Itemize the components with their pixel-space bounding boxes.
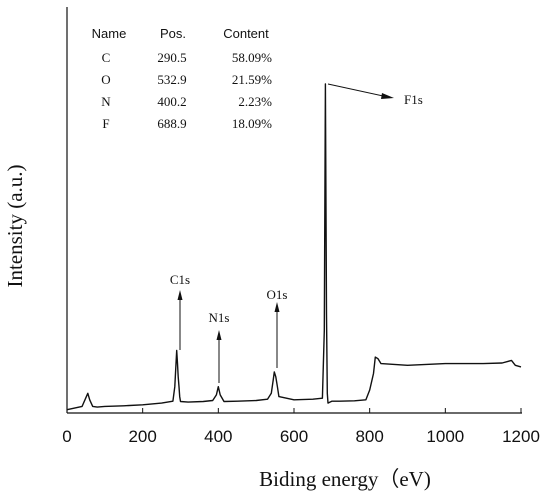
table-cell: 290.5	[157, 50, 186, 65]
f1s-label: F1s	[404, 92, 423, 107]
annotation-o1s: O1s	[267, 287, 288, 368]
table-cell: 21.59%	[232, 72, 272, 87]
o1s-label: O1s	[267, 287, 288, 302]
o1s-arrowhead	[274, 302, 280, 312]
spectrum-line	[66, 83, 522, 411]
x-tick-label: 200	[128, 427, 156, 446]
c1s-label: C1s	[170, 272, 190, 287]
table-cell: C	[102, 50, 111, 65]
table-header-pos: Pos.	[160, 26, 186, 41]
table-cell: 532.9	[157, 72, 186, 87]
x-tick-label: 800	[355, 427, 383, 446]
table-cell: F	[102, 116, 109, 131]
composition-table: Name Pos. Content C 290.5 58.09% O 532.9…	[92, 26, 273, 131]
x-tick-label: 1200	[502, 427, 540, 446]
table-cell: 18.09%	[232, 116, 272, 131]
annotation-f1s: F1s	[327, 83, 423, 107]
annotation-c1s: C1s	[170, 272, 190, 350]
x-tick-label: 600	[280, 427, 308, 446]
table-header-content: Content	[223, 26, 269, 41]
table-cell: 58.09%	[232, 50, 272, 65]
y-axis-title: Intensity (a.u.)	[3, 164, 27, 287]
table-cell: 688.9	[157, 116, 186, 131]
n1s-arrowhead	[216, 330, 222, 340]
x-tick-label: 400	[204, 427, 232, 446]
table-header-name: Name	[92, 26, 127, 41]
x-ticks: 0 200 400 600 800 1000 1200	[62, 408, 540, 446]
table-cell: N	[101, 94, 111, 109]
f1s-arrowhead	[381, 93, 394, 99]
c1s-arrowhead	[177, 290, 183, 300]
table-cell: 400.2	[157, 94, 186, 109]
n1s-label: N1s	[209, 310, 230, 325]
x-tick-label: 1000	[426, 427, 464, 446]
f1s-arrow	[327, 83, 384, 97]
table-cell: O	[101, 72, 110, 87]
annotation-n1s: N1s	[209, 310, 230, 383]
table-cell: 2.23%	[238, 94, 272, 109]
x-axis-title: Biding energy（eV)	[259, 467, 431, 491]
axes	[66, 7, 522, 414]
x-tick-label: 0	[62, 427, 71, 446]
